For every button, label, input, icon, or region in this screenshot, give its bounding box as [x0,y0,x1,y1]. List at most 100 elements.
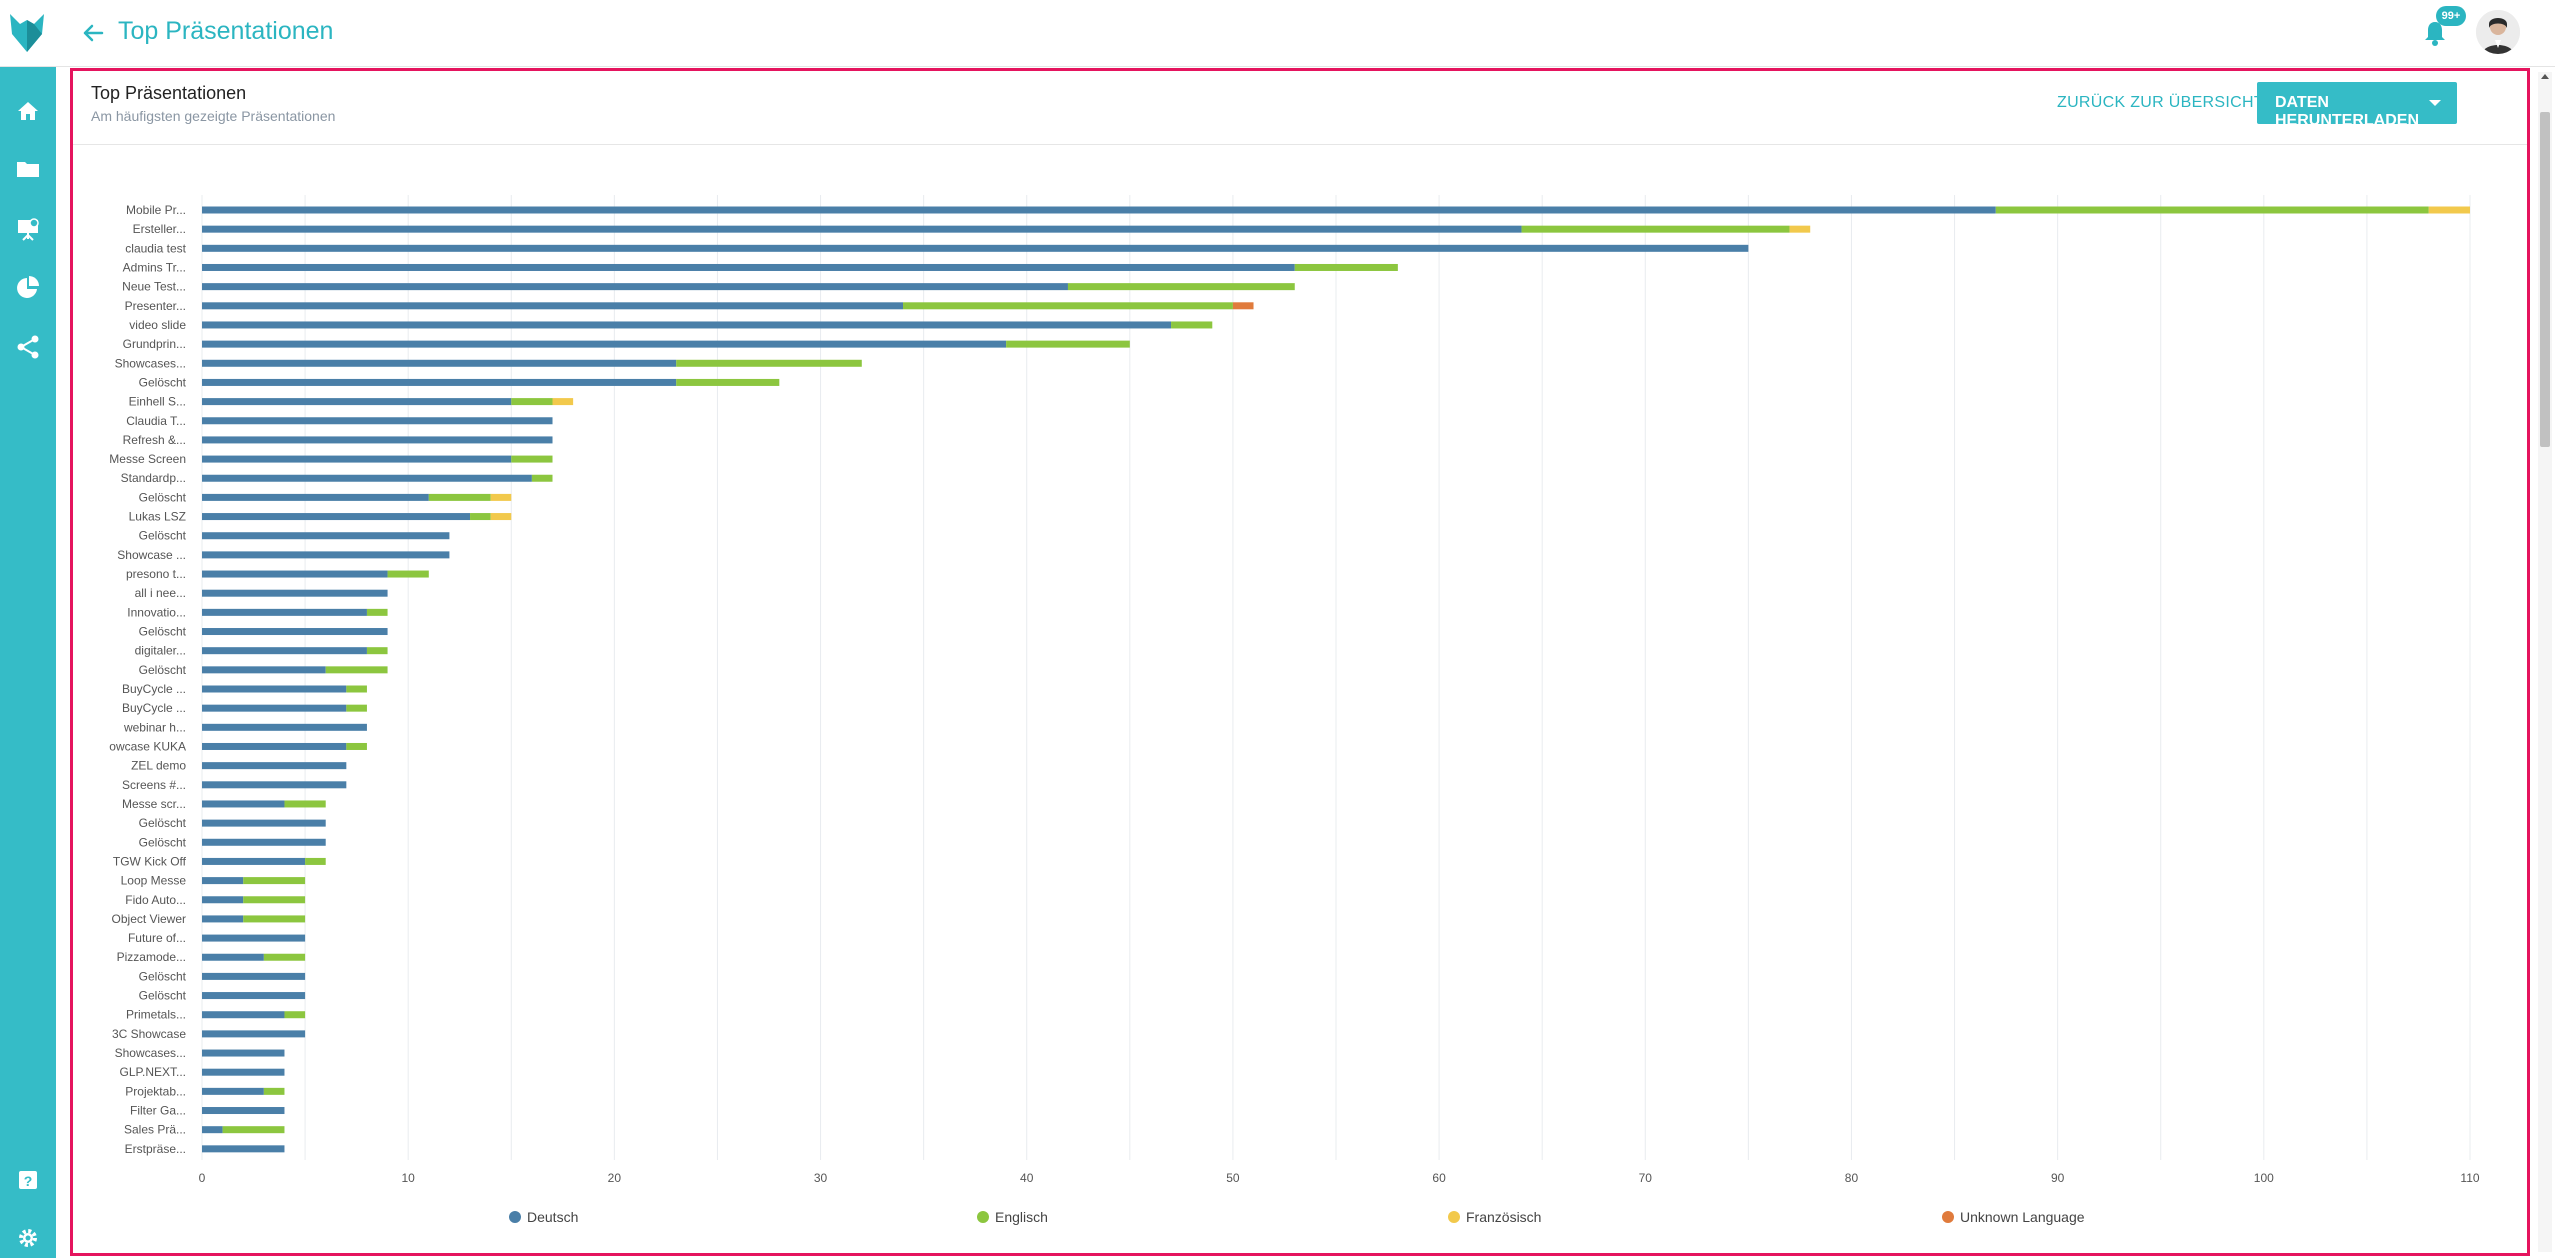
download-data-button[interactable]: DATEN HERUNTERLADEN [2257,82,2457,129]
legend-swatch [1448,1211,1460,1223]
category-label: Lukas LSZ [129,510,186,524]
bar-segment [202,915,244,923]
pie-chart-icon[interactable] [12,272,44,304]
bar-segment [202,455,512,463]
category-label: Fido Auto... [125,893,186,907]
category-label: claudia test [125,241,186,255]
category-label: Showcases... [115,356,186,370]
bar-segment [1171,321,1213,329]
bar-segment [202,742,347,750]
category-label: Sales Prä... [124,1123,186,1137]
x-tick-label: 10 [402,1171,416,1185]
bar-segment [202,704,347,712]
x-tick-label: 30 [814,1171,828,1185]
bar-segment [490,493,512,501]
bar-segment [202,896,244,904]
category-label: Presenter... [125,299,186,313]
bar-segment [202,321,1172,329]
top-bar: Top Präsentationen 99+ [0,0,2555,67]
category-label: Messe scr... [122,797,186,811]
bar-segment [366,608,388,616]
notification-badge: 99+ [2436,6,2466,26]
bar-segment [202,628,388,636]
bar-segment [470,513,491,521]
x-tick-label: 40 [1020,1171,1034,1185]
category-label: Pizzamode... [117,950,186,964]
fox-logo-icon[interactable] [6,10,48,56]
category-label: digitaler... [135,644,186,658]
bell-icon[interactable] [2420,18,2450,48]
bar-segment [202,589,388,597]
category-label: presono t... [126,567,186,581]
bar-segment [1995,206,2429,214]
bar-segment [202,359,677,367]
category-label: Gelöscht [139,989,187,1003]
bar-segment [346,742,367,750]
category-label: Innovatio... [127,605,186,619]
arrow-left-icon[interactable] [78,18,108,48]
category-label: TGW Kick Off [113,854,187,868]
category-label: Neue Test... [122,280,186,294]
category-label: Object Viewer [112,912,186,926]
bar-segment [243,896,306,904]
bar-segment [346,704,367,712]
bar-segment [202,1145,285,1153]
category-label: Primetals... [126,1008,186,1022]
bar-segment [202,608,367,616]
bar-segment [284,1011,306,1019]
legend-label: Englisch [995,1209,1048,1225]
bar-segment [202,551,450,559]
category-label: Gelöscht [139,835,187,849]
legend-swatch [509,1211,521,1223]
bar-segment [263,953,306,961]
bar-segment [202,838,326,846]
category-label: BuyCycle ... [122,682,186,696]
category-label: Admins Tr... [123,260,186,274]
bar-segment [202,819,326,827]
category-label: Gelöscht [139,490,187,504]
back-to-overview-button[interactable]: ZURÜCK ZUR ÜBERSICHT [2057,94,2264,111]
card-title: Top Präsentationen [91,83,247,103]
bar-segment [1006,340,1130,348]
bar-segment [490,513,512,521]
bar-segment [202,263,1295,271]
avatar[interactable] [2476,10,2520,54]
bar-segment [222,1126,285,1134]
category-label: ZEL demo [131,759,186,773]
scrollbar-thumb[interactable] [2540,112,2550,447]
bar-segment [202,762,347,770]
legend-swatch [1942,1211,1954,1223]
bar-segment [366,647,388,655]
help-icon[interactable]: ? [12,1164,44,1196]
svg-text:?: ? [24,1173,33,1189]
folder-icon[interactable] [12,153,44,185]
presentation-icon[interactable] [12,213,44,245]
home-icon[interactable] [12,95,44,127]
card-subtitle: Am häufigsten gezeigte Präsentationen [91,108,336,124]
bar-segment [676,378,780,386]
bar-segment [243,915,306,923]
bar-segment [202,340,1007,348]
category-label: Projektab... [125,1084,186,1098]
gear-icon[interactable] [12,1222,44,1254]
share-icon[interactable] [12,331,44,363]
card-header-divider [73,144,2527,145]
bar-segment [202,436,553,444]
x-tick-label: 70 [1639,1171,1653,1185]
bar-segment [202,206,1996,214]
category-label: owcase KUKA [109,739,186,753]
category-label: Ersteller... [133,222,186,236]
caret-down-icon[interactable] [2429,100,2441,106]
category-label: GLP.NEXT... [120,1065,186,1079]
category-label: Mobile Pr... [126,203,186,217]
scroll-up-arrow-icon[interactable] [2541,74,2549,79]
bar-segment [202,972,306,980]
bar-segment [1789,225,1811,233]
category-label: Showcases... [115,1046,186,1060]
category-label: 3C Showcase [112,1027,186,1041]
bar-segment [243,877,306,885]
category-label: Einhell S... [129,395,186,409]
bar-segment [202,800,285,808]
x-tick-label: 100 [2254,1171,2274,1185]
category-label: Loop Messe [121,874,187,888]
